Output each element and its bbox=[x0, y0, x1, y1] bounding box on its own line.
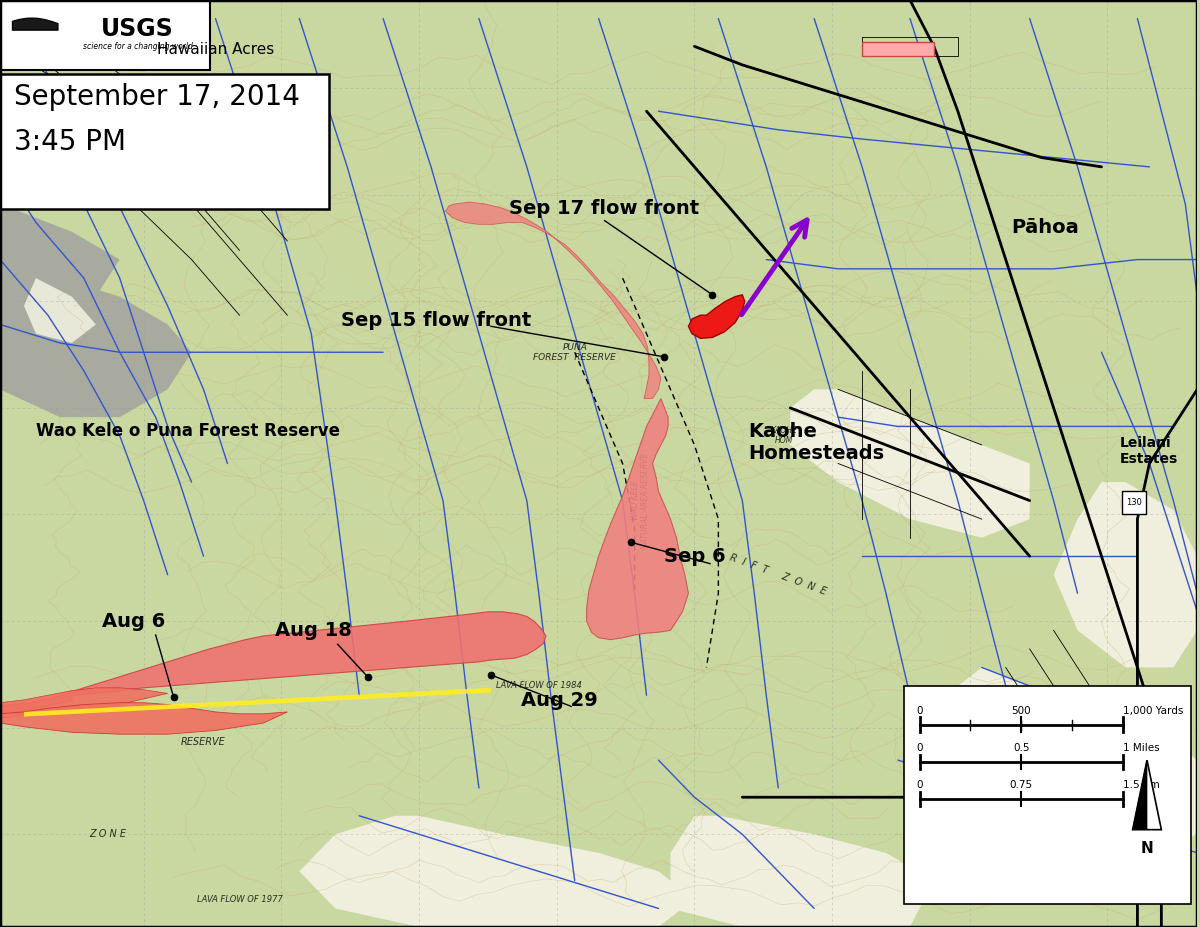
Text: Kaohe
Homesteads: Kaohe Homesteads bbox=[749, 422, 884, 463]
Polygon shape bbox=[445, 202, 661, 399]
Text: Z O N E: Z O N E bbox=[89, 830, 126, 839]
Polygon shape bbox=[934, 667, 1198, 853]
Polygon shape bbox=[96, 0, 599, 324]
Text: 0.75: 0.75 bbox=[1009, 780, 1033, 790]
Polygon shape bbox=[0, 204, 120, 297]
Text: WAO KELE
NATURAL AREA RESERVE: WAO KELE NATURAL AREA RESERVE bbox=[631, 452, 650, 549]
Text: 130: 130 bbox=[1122, 496, 1141, 505]
Polygon shape bbox=[647, 37, 958, 222]
Text: 0: 0 bbox=[917, 780, 923, 790]
Text: Aug 6: Aug 6 bbox=[102, 612, 166, 630]
Text: 1.5 Km: 1.5 Km bbox=[1123, 780, 1160, 790]
Text: 1,000 Yards: 1,000 Yards bbox=[1123, 705, 1183, 716]
Bar bbox=[1122, 491, 1146, 514]
Text: 0: 0 bbox=[917, 743, 923, 753]
Polygon shape bbox=[0, 260, 192, 417]
Polygon shape bbox=[0, 703, 287, 734]
Text: 500: 500 bbox=[1012, 705, 1031, 716]
Bar bbox=[862, 42, 934, 56]
Text: Sep 17 flow front: Sep 17 flow front bbox=[509, 199, 698, 218]
Polygon shape bbox=[689, 295, 745, 338]
Polygon shape bbox=[671, 816, 934, 927]
Text: science for a changing world: science for a changing world bbox=[83, 42, 193, 51]
Text: 0: 0 bbox=[917, 705, 923, 716]
Polygon shape bbox=[1133, 760, 1147, 830]
Text: 1 Miles: 1 Miles bbox=[1123, 743, 1159, 753]
Polygon shape bbox=[0, 688, 168, 718]
Polygon shape bbox=[48, 250, 599, 538]
Text: Hawaiian Acres: Hawaiian Acres bbox=[157, 42, 274, 57]
Polygon shape bbox=[791, 389, 1030, 538]
Text: Sep 15 flow front: Sep 15 flow front bbox=[341, 311, 532, 329]
Text: Pāhoa: Pāhoa bbox=[1012, 218, 1080, 236]
Polygon shape bbox=[24, 688, 491, 717]
Text: Aug 18: Aug 18 bbox=[275, 621, 353, 640]
Polygon shape bbox=[743, 241, 1054, 464]
Polygon shape bbox=[1133, 760, 1162, 830]
Text: PUNA
FOREST  RESERVE: PUNA FOREST RESERVE bbox=[533, 343, 616, 362]
Text: N: N bbox=[1141, 841, 1153, 856]
Bar bbox=[904, 686, 1192, 904]
Polygon shape bbox=[934, 575, 1174, 760]
Text: Leilani
Estates: Leilani Estates bbox=[1120, 436, 1177, 466]
Text: R  I  F  T     Z  O  N  E: R I F T Z O N E bbox=[728, 552, 828, 597]
Text: LAVA FLOW OF 1984: LAVA FLOW OF 1984 bbox=[496, 681, 582, 691]
Text: USGS: USGS bbox=[101, 17, 174, 41]
Text: Aug 29: Aug 29 bbox=[521, 691, 598, 709]
Text: 130: 130 bbox=[1126, 498, 1141, 507]
Text: 3:45 PM: 3:45 PM bbox=[14, 128, 126, 156]
Text: September 17, 2014: September 17, 2014 bbox=[14, 83, 300, 111]
Text: KAOHE
HOM: KAOHE HOM bbox=[770, 426, 798, 445]
Text: 0.5: 0.5 bbox=[1013, 743, 1030, 753]
Text: RESERVE: RESERVE bbox=[181, 737, 226, 746]
Bar bbox=[0, 0, 210, 70]
Polygon shape bbox=[240, 501, 623, 742]
Polygon shape bbox=[1054, 482, 1198, 667]
Polygon shape bbox=[299, 816, 695, 927]
Bar bbox=[0, 74, 329, 209]
Polygon shape bbox=[587, 399, 689, 640]
Text: Sep 6: Sep 6 bbox=[665, 547, 726, 565]
Polygon shape bbox=[24, 278, 96, 343]
Text: LAVA FLOW OF 1977: LAVA FLOW OF 1977 bbox=[197, 895, 282, 904]
Polygon shape bbox=[0, 612, 546, 714]
Polygon shape bbox=[946, 260, 1126, 389]
Text: Wao Kele o Puna Forest Reserve: Wao Kele o Puna Forest Reserve bbox=[36, 422, 340, 439]
